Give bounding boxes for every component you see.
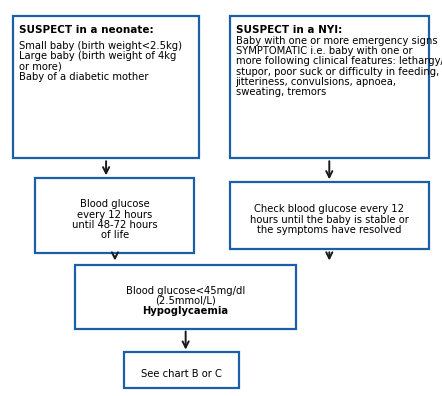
Text: Check blood glucose every 12: Check blood glucose every 12	[254, 204, 404, 215]
Text: sweating, tremors: sweating, tremors	[236, 88, 326, 97]
FancyBboxPatch shape	[230, 16, 429, 158]
Text: the symptoms have resolved: the symptoms have resolved	[257, 225, 401, 235]
Text: Small baby (birth weight<2.5kg): Small baby (birth weight<2.5kg)	[19, 41, 182, 51]
Text: stupor, poor suck or difficulty in feeding,: stupor, poor suck or difficulty in feedi…	[236, 67, 439, 77]
FancyBboxPatch shape	[230, 182, 429, 249]
Text: SYMPTOMATIC i.e. baby with one or: SYMPTOMATIC i.e. baby with one or	[236, 46, 412, 56]
Text: SUSPECT in a neonate:: SUSPECT in a neonate:	[19, 25, 154, 34]
FancyBboxPatch shape	[35, 178, 194, 253]
Text: (2.5mmol/L): (2.5mmol/L)	[155, 296, 216, 306]
Text: See chart B or C: See chart B or C	[141, 369, 221, 379]
Text: more following clinical features: lethargy/: more following clinical features: lethar…	[236, 57, 442, 67]
Text: Blood glucose: Blood glucose	[80, 199, 150, 209]
Text: every 12 hours: every 12 hours	[77, 209, 152, 220]
Text: or more): or more)	[19, 62, 62, 72]
Text: until 48-72 hours: until 48-72 hours	[72, 220, 158, 230]
Text: SUSPECT in a NYI:: SUSPECT in a NYI:	[236, 25, 342, 34]
Text: Baby with one or more emergency signs: Baby with one or more emergency signs	[236, 36, 437, 46]
Text: of life: of life	[101, 230, 129, 240]
Text: hours until the baby is stable or: hours until the baby is stable or	[250, 215, 409, 225]
Text: jitteriness, convulsions, apnoea,: jitteriness, convulsions, apnoea,	[236, 77, 396, 87]
Text: Hypoglycaemia: Hypoglycaemia	[143, 306, 229, 316]
FancyBboxPatch shape	[75, 265, 296, 329]
Text: Baby of a diabetic mother: Baby of a diabetic mother	[19, 72, 149, 82]
FancyBboxPatch shape	[13, 16, 199, 158]
Text: Blood glucose<45mg/dl: Blood glucose<45mg/dl	[126, 286, 245, 296]
FancyBboxPatch shape	[124, 352, 239, 388]
Text: Large baby (birth weight of 4kg: Large baby (birth weight of 4kg	[19, 51, 176, 61]
